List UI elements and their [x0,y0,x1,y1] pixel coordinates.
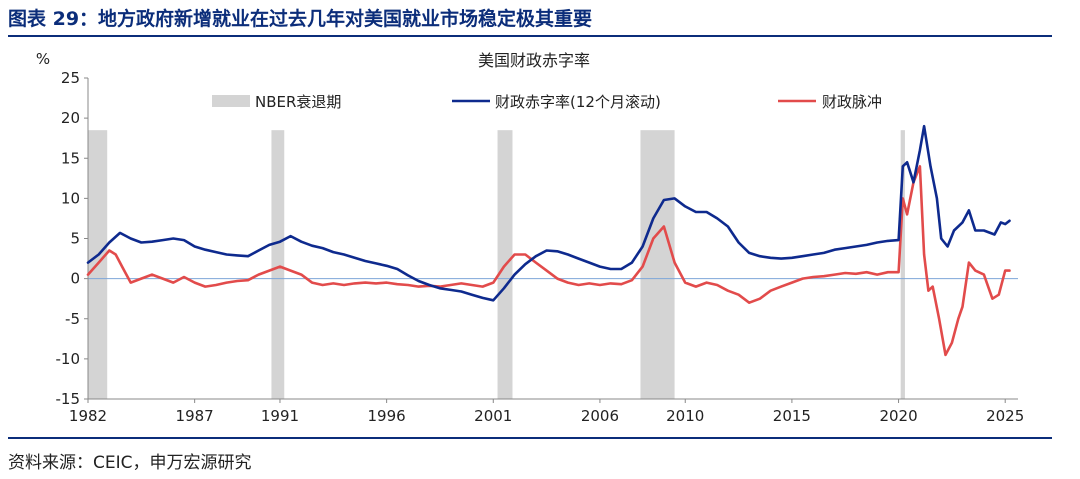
y-axis-unit: % [36,50,50,68]
legend-label-series-0: 财政赤字率(12个月滚动) [495,93,661,111]
x-tick-label: 2015 [773,407,811,425]
y-tick-label: -5 [65,310,80,328]
top-rule [8,35,1052,37]
recession-band-4 [900,130,905,399]
chart-title: 美国财政赤字率 [478,51,590,70]
x-tick-label: 2020 [879,407,917,425]
x-tick-label: 2025 [986,407,1024,425]
y-tick-label: -15 [56,390,81,408]
x-tick-label: 1982 [69,407,107,425]
recession-band-3 [640,130,675,399]
y-tick-label: 10 [61,189,80,207]
recession-bands [88,130,905,399]
y-tick-label: -10 [56,350,81,368]
legend-label-series-1: 财政脉冲 [822,93,882,111]
series-line-fiscal-impulse [86,165,1011,357]
x-tick-label: 2001 [474,407,512,425]
series-line-deficit-ratio [86,124,1011,302]
legend-swatch-recession [212,95,250,107]
x-axis: 1982 1987 1991 1996 2001 2006 2010 2015 2020 2025 [69,398,1024,425]
y-tick-label: 0 [70,270,80,288]
y-tick-label: 25 [61,69,80,87]
figure-title: 图表 29：地方政府新增就业在过去几年对美国就业市场稳定极其重要 [8,8,593,30]
x-tick-label: 1991 [261,407,299,425]
recession-band-1 [271,130,285,399]
y-tick-label: 20 [61,109,80,127]
source-note: 资料来源：CEIC，申万宏源研究 [8,453,252,473]
legend-label-recession: NBER衰退期 [255,93,341,111]
x-tick-label: 1996 [368,407,406,425]
x-tick-label: 2010 [666,407,704,425]
legend: NBER衰退期 财政赤字率(12个月滚动) 财政脉冲 [212,93,882,111]
y-tick-label: 15 [61,149,80,167]
bottom-rule [8,437,1052,439]
series-lines [86,124,1011,357]
x-tick-label: 1987 [176,407,214,425]
y-axis: -15 -10 -5 0 5 10 15 20 25 [56,69,89,408]
y-tick-label: 5 [70,230,80,248]
x-tick-label: 2006 [581,407,619,425]
